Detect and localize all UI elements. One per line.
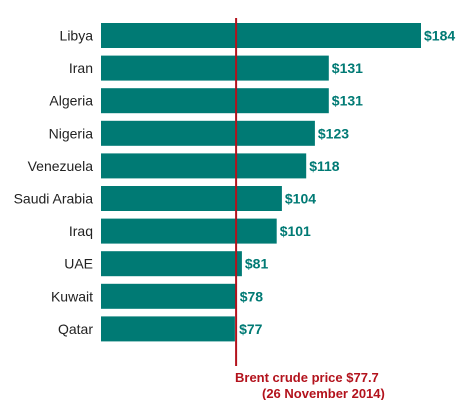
category-label-iran: Iran (69, 60, 93, 76)
category-label-algeria: Algeria (49, 93, 93, 109)
category-label-kuwait: Kuwait (51, 288, 93, 304)
value-label-saudi-arabia: $104 (285, 191, 316, 207)
category-label-iraq: Iraq (69, 223, 93, 239)
value-label-nigeria: $123 (318, 125, 349, 141)
category-label-saudi-arabia: Saudi Arabia (14, 191, 94, 207)
value-label-uae: $81 (245, 256, 269, 272)
bar-venezuela (101, 153, 307, 179)
bar-kuwait (101, 283, 237, 309)
reference-label-line2: (26 November 2014) (262, 386, 385, 400)
bars-layer (101, 23, 421, 342)
bar-iran (101, 55, 329, 81)
reference-label-line1: Brent crude price $77.7 (235, 370, 379, 385)
category-label-qatar: Qatar (58, 321, 93, 337)
value-label-algeria: $131 (332, 93, 363, 109)
bar-qatar (101, 316, 235, 342)
value-label-iraq: $101 (280, 223, 311, 239)
bar-nigeria (101, 120, 315, 146)
value-label-libya: $184 (424, 28, 455, 44)
bar-saudi-arabia (101, 186, 282, 211)
category-label-libya: Libya (60, 28, 94, 44)
category-label-uae: UAE (64, 256, 93, 272)
bar-iraq (101, 218, 277, 244)
bar-algeria (101, 88, 329, 114)
value-label-qatar: $77 (239, 321, 263, 337)
bar-uae (101, 251, 242, 277)
value-label-kuwait: $78 (240, 288, 264, 304)
bar-libya (101, 23, 421, 48)
value-label-venezuela: $118 (309, 158, 340, 174)
category-label-venezuela: Venezuela (28, 158, 94, 174)
category-labels: Libya Iran Algeria Nigeria Venezuela Saudi Ar… (14, 28, 94, 337)
category-label-nigeria: Nigeria (49, 125, 94, 141)
value-label-iran: $131 (332, 60, 363, 76)
value-labels: $184 $131 $131 $123 $118 $104 $101 $81 $78 $77 (239, 28, 455, 337)
reference-layer: Brent crude price $77.7 (26 November 201… (235, 18, 385, 400)
